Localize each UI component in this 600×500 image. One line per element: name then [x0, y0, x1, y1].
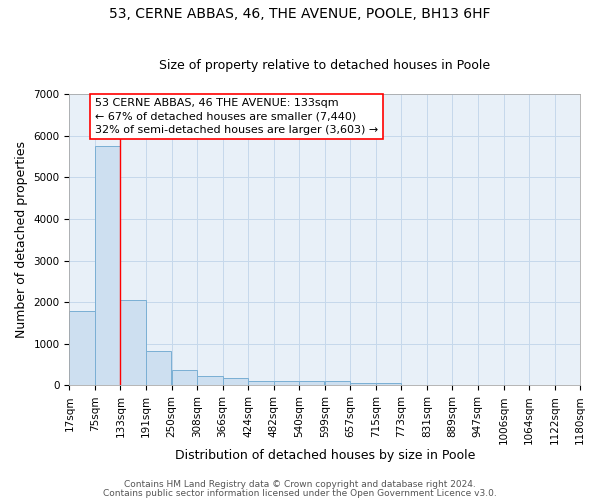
- Bar: [172, 370, 197, 386]
- X-axis label: Distribution of detached houses by size in Poole: Distribution of detached houses by size …: [175, 450, 475, 462]
- Bar: [350, 384, 376, 386]
- Bar: [376, 384, 401, 386]
- Bar: [70, 310, 95, 386]
- Text: Contains public sector information licensed under the Open Government Licence v3: Contains public sector information licen…: [103, 488, 497, 498]
- Bar: [223, 378, 248, 386]
- Bar: [299, 382, 325, 386]
- Bar: [121, 300, 146, 386]
- Text: 53 CERNE ABBAS, 46 THE AVENUE: 133sqm
← 67% of detached houses are smaller (7,44: 53 CERNE ABBAS, 46 THE AVENUE: 133sqm ← …: [95, 98, 378, 134]
- Bar: [248, 382, 274, 386]
- Bar: [95, 146, 121, 386]
- Y-axis label: Number of detached properties: Number of detached properties: [15, 141, 28, 338]
- Bar: [325, 382, 350, 386]
- Bar: [146, 351, 171, 386]
- Bar: [197, 376, 223, 386]
- Text: Contains HM Land Registry data © Crown copyright and database right 2024.: Contains HM Land Registry data © Crown c…: [124, 480, 476, 489]
- Text: 53, CERNE ABBAS, 46, THE AVENUE, POOLE, BH13 6HF: 53, CERNE ABBAS, 46, THE AVENUE, POOLE, …: [109, 8, 491, 22]
- Title: Size of property relative to detached houses in Poole: Size of property relative to detached ho…: [159, 59, 490, 72]
- Bar: [274, 382, 299, 386]
